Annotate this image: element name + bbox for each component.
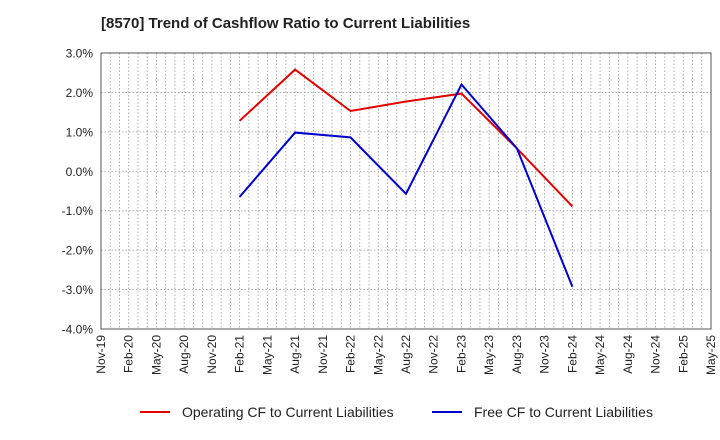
- legend-item-operating-cf: Operating CF to Current Liabilities: [140, 404, 394, 420]
- x-tick-label: Nov-24: [649, 335, 663, 374]
- x-tick-label: May-24: [593, 335, 607, 375]
- x-tick-label: May-23: [482, 335, 496, 375]
- y-tick-label: 2.0%: [66, 86, 94, 100]
- y-tick-label: -4.0%: [62, 323, 94, 337]
- x-tick-label: Aug-21: [288, 335, 302, 374]
- x-tick-label: May-22: [371, 335, 385, 375]
- series-line-free-cf: [238, 82, 574, 288]
- y-tick-label: 3.0%: [66, 47, 94, 61]
- x-tick-label: Aug-20: [177, 335, 191, 374]
- x-tick-label: Aug-23: [510, 335, 524, 374]
- x-tick-label: Nov-21: [316, 335, 330, 374]
- x-tick-label: Feb-22: [344, 335, 358, 373]
- x-tick-label: Nov-22: [427, 335, 441, 374]
- x-tick-label: Feb-21: [233, 335, 247, 373]
- legend-label-free-cf: Free CF to Current Liabilities: [474, 404, 653, 420]
- plot-frame: [100, 52, 712, 330]
- y-tick-label: 0.0%: [66, 165, 94, 179]
- y-tick-label: -3.0%: [62, 283, 94, 297]
- x-tick-label: Nov-23: [538, 335, 552, 374]
- x-tick-label: May-20: [149, 335, 163, 375]
- legend-item-free-cf: Free CF to Current Liabilities: [432, 404, 653, 420]
- x-tick-label: May-25: [704, 335, 718, 375]
- x-tick-label: Feb-23: [454, 335, 468, 373]
- x-tick-label: Feb-20: [122, 335, 136, 373]
- x-tick-label: Aug-24: [621, 335, 635, 374]
- x-tick-label: Nov-19: [94, 335, 108, 374]
- chart-title: [8570] Trend of Cashflow Ratio to Curren…: [101, 15, 471, 32]
- x-tick-label: Feb-24: [565, 335, 579, 373]
- x-tick-label: May-21: [260, 335, 274, 375]
- legend-label-operating-cf: Operating CF to Current Liabilities: [182, 404, 394, 420]
- y-tick-label: -1.0%: [62, 204, 94, 218]
- y-tick-label: 1.0%: [66, 125, 94, 139]
- x-tick-label: Feb-25: [676, 335, 690, 373]
- x-tick-label: Nov-20: [205, 335, 219, 374]
- x-tick-label: Aug-22: [399, 335, 413, 374]
- y-tick-label: -2.0%: [62, 244, 94, 258]
- legend-swatch-free-cf: [432, 411, 462, 413]
- legend-swatch-operating-cf: [140, 411, 170, 413]
